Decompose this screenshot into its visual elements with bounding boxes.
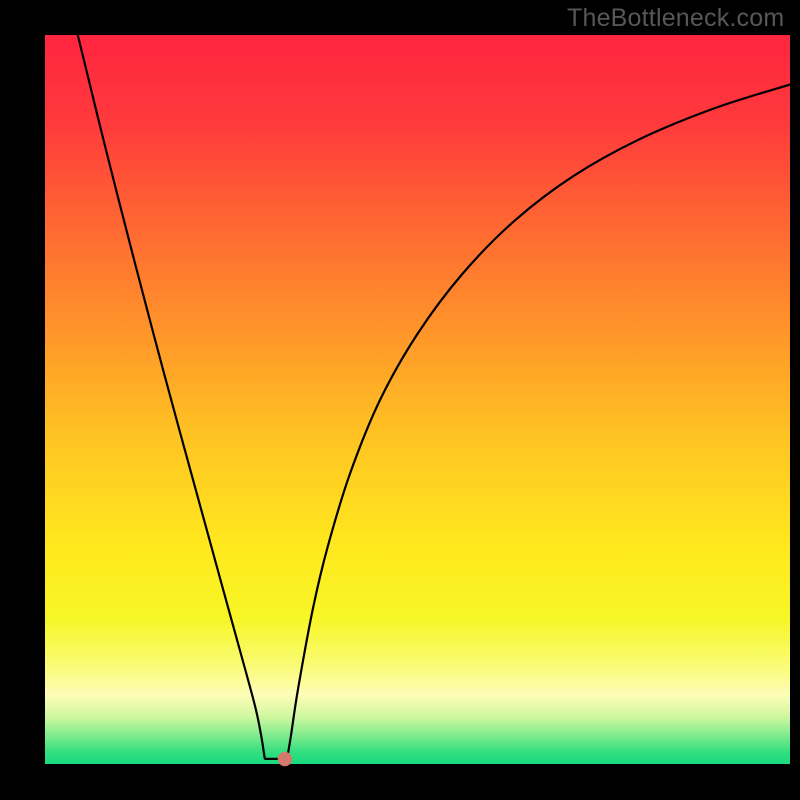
minimum-marker [278,752,292,766]
watermark-text: TheBottleneck.com [567,4,784,33]
plot-background [45,35,790,764]
